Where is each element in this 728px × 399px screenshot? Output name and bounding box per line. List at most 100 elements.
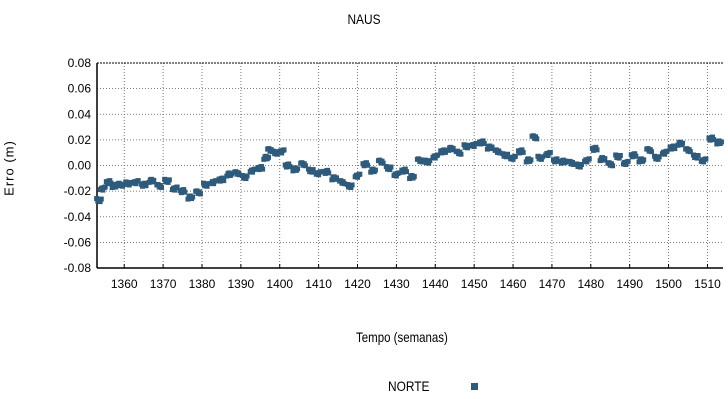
data-point — [281, 147, 287, 153]
y-tick-label: 0.00 — [68, 159, 92, 173]
data-point — [718, 139, 724, 145]
data-point — [396, 170, 402, 176]
data-point — [571, 161, 577, 167]
x-tick-label: 1380 — [189, 277, 216, 291]
x-tick-label: 1510 — [694, 277, 721, 291]
y-tick-label: -0.02 — [64, 184, 92, 198]
data-point — [166, 177, 172, 183]
data-point — [325, 167, 331, 173]
x-tick-label: 1490 — [616, 277, 643, 291]
data-point — [287, 164, 293, 170]
data-point — [349, 182, 355, 188]
data-point — [109, 185, 115, 191]
legend-label: NORTE — [388, 378, 430, 394]
data-point — [427, 158, 433, 164]
data-point — [675, 142, 681, 148]
x-tick-label: 1450 — [461, 277, 488, 291]
data-point — [318, 169, 324, 175]
x-tick-label: 1370 — [150, 277, 177, 291]
data-point — [217, 178, 223, 184]
data-point — [190, 194, 196, 200]
data-point — [623, 161, 629, 167]
data-point — [404, 169, 409, 175]
data-point — [489, 144, 495, 150]
data-point — [478, 141, 484, 147]
data-point — [648, 149, 654, 155]
x-tick-label: 1420 — [344, 277, 371, 291]
data-point — [641, 157, 647, 163]
data-point — [361, 163, 367, 169]
data-point — [655, 156, 661, 162]
data-point — [236, 172, 242, 178]
data-point — [471, 144, 477, 150]
data-point — [213, 178, 219, 184]
data-point — [334, 175, 340, 181]
x-tick-label: 1360 — [111, 277, 138, 291]
y-tick-label: 0.08 — [68, 56, 92, 70]
data-point — [671, 143, 677, 149]
data-point — [473, 140, 479, 146]
data-point — [554, 156, 560, 162]
data-point — [617, 153, 623, 159]
data-point — [707, 137, 713, 143]
x-axis-label: Tempo (semanas) — [356, 329, 448, 345]
x-tick-label: 1400 — [266, 277, 293, 291]
data-point — [407, 176, 413, 182]
data-point — [519, 147, 525, 153]
data-point — [388, 164, 394, 170]
data-point — [547, 149, 553, 155]
x-tick-label: 1390 — [228, 277, 255, 291]
data-point — [341, 181, 347, 187]
x-tick-label: 1500 — [655, 277, 682, 291]
data-point — [636, 159, 642, 165]
data-point — [668, 146, 674, 152]
data-point — [165, 179, 171, 185]
data-point — [316, 172, 322, 178]
data-point — [205, 181, 211, 187]
chart-title: NAUS — [347, 11, 381, 27]
data-point — [694, 155, 700, 161]
data-point — [711, 137, 717, 143]
x-tick-label: 1440 — [422, 277, 449, 291]
data-point — [400, 169, 406, 175]
y-tick-label: 0.02 — [68, 133, 92, 147]
data-point — [578, 161, 584, 167]
data-point — [593, 144, 599, 150]
x-tick-label: 1430 — [383, 277, 410, 291]
data-point — [528, 157, 534, 163]
data-point — [102, 184, 108, 190]
data-point — [538, 156, 544, 162]
data-point — [435, 152, 441, 158]
data-point — [309, 169, 315, 175]
data-point — [250, 169, 256, 175]
y-tick-label: 0.04 — [68, 107, 92, 121]
data-point — [355, 174, 361, 180]
data-point — [159, 185, 165, 191]
data-point — [664, 148, 670, 154]
data-point — [105, 181, 110, 187]
data-point — [610, 163, 616, 169]
data-point — [357, 171, 363, 177]
data-point — [368, 169, 374, 175]
data-point — [703, 156, 709, 162]
data-point — [229, 171, 235, 177]
data-point — [680, 140, 686, 146]
x-tick-label: 1470 — [539, 277, 566, 291]
data-point — [591, 147, 597, 153]
data-point — [710, 134, 715, 140]
data-point — [602, 156, 608, 162]
data-point — [701, 159, 707, 165]
data-point — [466, 142, 472, 148]
y-tick-label: -0.06 — [64, 235, 92, 249]
data-point — [545, 153, 551, 159]
data-point — [625, 158, 631, 164]
data-point — [632, 151, 638, 157]
data-point — [445, 147, 451, 153]
data-point — [279, 150, 285, 156]
data-point — [178, 190, 184, 196]
data-point — [419, 159, 425, 165]
data-point — [552, 159, 558, 165]
data-point — [687, 149, 693, 155]
data-point — [534, 136, 540, 142]
